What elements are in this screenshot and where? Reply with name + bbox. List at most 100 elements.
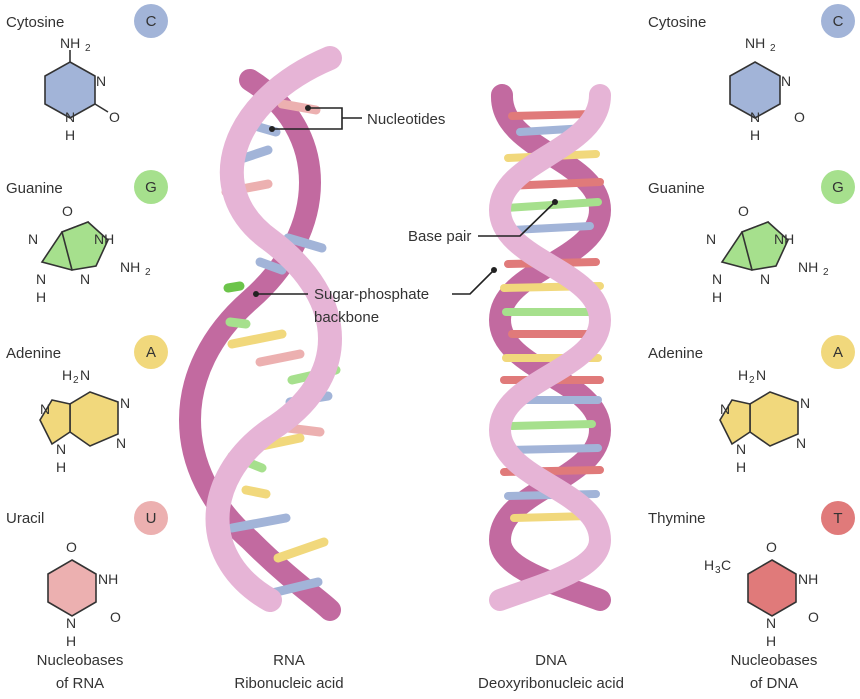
rna-base-stick [241, 485, 271, 499]
badge-letter-g: G [832, 179, 844, 196]
caption-left-1: Nucleobases [37, 652, 124, 669]
atom-n: N [712, 271, 722, 287]
atom-o: O [794, 109, 805, 125]
atom-h: H [36, 289, 46, 305]
atom-sub-2: 2 [85, 43, 91, 54]
captions: Nucleobases of RNA RNA Ribonucleic acid … [37, 652, 818, 692]
caption-dna-2: Deoxyribonucleic acid [478, 675, 624, 692]
atom-sub-2: 2 [145, 267, 151, 278]
atom-sub-2: 2 [749, 375, 755, 386]
atom-o: O [766, 539, 777, 555]
atom-o: O [66, 539, 77, 555]
atom-n: N [766, 615, 776, 631]
atom-sub-2: 2 [823, 267, 829, 278]
dna-helix [488, 84, 612, 611]
rna-base-stick [277, 99, 321, 115]
caption-rna-1: RNA [273, 652, 305, 669]
rna-base-stick [283, 423, 325, 437]
badge-letter-a: A [146, 344, 156, 361]
atom-n: N [36, 271, 46, 287]
rna-base-stick [255, 349, 305, 367]
caption-rna-2: Ribonucleic acid [234, 675, 343, 692]
dna-base-pair [502, 444, 602, 454]
atom-n: N [736, 441, 746, 457]
atom-n: N [28, 231, 38, 247]
atom-n: N [760, 271, 770, 287]
adenine-structure: H 2 N N N N N H [39, 367, 130, 475]
badge-uracil [134, 501, 168, 535]
caption-right-2: of DNA [750, 675, 798, 692]
rna-base-stick [227, 513, 291, 533]
atom-n: N [781, 73, 791, 89]
base-pair-leader [478, 201, 556, 237]
base-name-adenine: Adenine [648, 345, 703, 362]
rna-nucleobases-column: Cytosine C NH 2 N O N H Guanine G O NH N… [6, 4, 168, 649]
atom-n: N [65, 109, 75, 125]
badge-guanine [134, 170, 168, 204]
caption-left-2: of RNA [56, 675, 104, 692]
caption-dna-1: DNA [535, 652, 567, 669]
base-name-guanine: Guanine [6, 180, 63, 197]
atom-sub-2: 2 [770, 43, 776, 54]
rna-base-stick [283, 233, 327, 253]
atom-h2n: H [738, 367, 748, 383]
atom-o: O [738, 203, 749, 219]
atom-nh2: NH [745, 35, 765, 51]
base-name-adenine: Adenine [6, 345, 61, 362]
callout-backbone-line1: Sugar-phosphate [314, 286, 429, 303]
atom-n: N [706, 231, 716, 247]
atom-n: N [96, 73, 106, 89]
atom-h: H [66, 633, 76, 649]
atom-nh: NH [798, 571, 818, 587]
atom-o: O [62, 203, 73, 219]
atom-n: N [756, 367, 766, 383]
base-name-uracil: Uracil [6, 510, 44, 527]
guanine-structure: O NH NH 2 N N N H [28, 203, 151, 305]
atom-sub-3: 3 [715, 565, 721, 576]
atom-h: H [712, 289, 722, 305]
atom-n: N [800, 395, 810, 411]
atom-nh: NH [98, 571, 118, 587]
badge-letter-t: T [833, 510, 842, 527]
badge-adenine [821, 335, 855, 369]
atom-n: N [116, 435, 126, 451]
rna-base-stick [223, 281, 245, 293]
atom-n: N [56, 441, 66, 457]
badge-letter-g: G [145, 179, 157, 196]
dna-base-pair [508, 110, 596, 120]
atom-h: H [65, 127, 75, 143]
atom-nh: NH [94, 231, 114, 247]
atom-h: H [766, 633, 776, 649]
atom-n: N [796, 435, 806, 451]
atom-h: H [750, 127, 760, 143]
dna-base-pair [508, 222, 594, 234]
atom-n: N [66, 615, 76, 631]
thymine-structure: H 3 C O NH O N H [704, 539, 819, 649]
rna-backbone-front [205, 46, 342, 612]
badge-cytosine [134, 4, 168, 38]
callout-nucleotides: Nucleotides [367, 111, 445, 128]
atom-ch3: H [704, 557, 714, 573]
atom-n: N [750, 109, 760, 125]
atom-c: C [721, 557, 731, 573]
rna-base-stick [227, 329, 287, 349]
atom-nh2: NH [798, 259, 818, 275]
adenine-structure: H 2 N N N N N H [719, 367, 810, 475]
badge-thymine [821, 501, 855, 535]
uracil-structure: O NH O N H [47, 539, 121, 649]
dna-backbone-front [488, 84, 612, 611]
base-name-thymine: Thymine [648, 510, 706, 527]
rna-base-stick [225, 317, 251, 329]
guanine-structure: O NH NH 2 N N N H [706, 203, 829, 305]
cytosine-structure: NH 2 N O N H [44, 35, 120, 143]
atom-n: N [120, 395, 130, 411]
atom-n: N [40, 401, 50, 417]
base-name-guanine: Guanine [648, 180, 705, 197]
backbone-leader-dna [452, 269, 495, 295]
dna-nucleobases-column: Cytosine C NH 2 N O N H Guanine G O NH N… [648, 4, 855, 649]
cytosine-structure: NH 2 N O N H [729, 35, 805, 143]
callout-base-pair: Base pair [408, 228, 471, 245]
badge-guanine [821, 170, 855, 204]
atom-o: O [109, 109, 120, 125]
